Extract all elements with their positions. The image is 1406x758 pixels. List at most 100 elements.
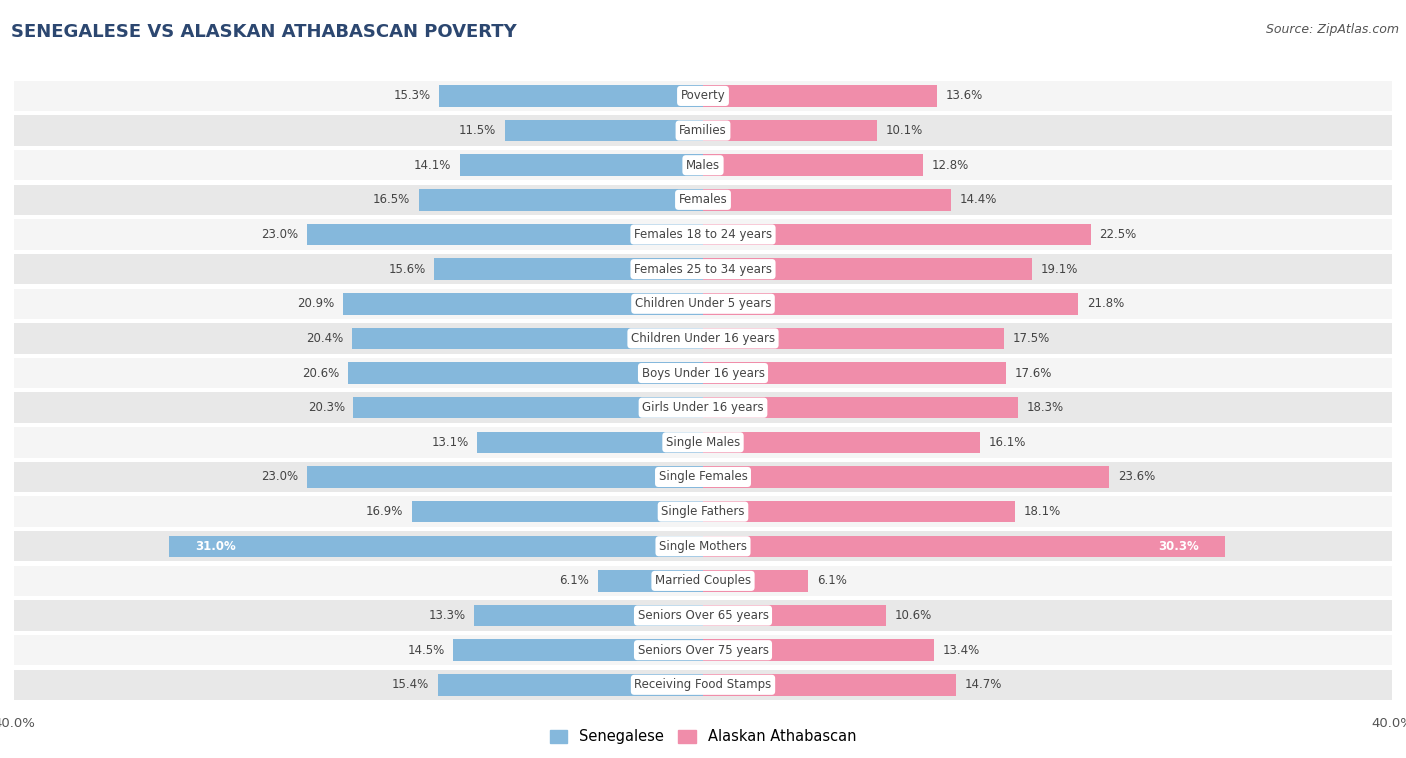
Bar — [703, 120, 877, 141]
Bar — [703, 501, 1015, 522]
Bar — [460, 155, 703, 176]
Bar — [14, 565, 1392, 596]
Text: Single Females: Single Females — [658, 471, 748, 484]
Bar — [14, 185, 1392, 215]
Text: Poverty: Poverty — [681, 89, 725, 102]
Text: Single Fathers: Single Fathers — [661, 505, 745, 518]
Bar — [703, 640, 934, 661]
Text: 11.5%: 11.5% — [460, 124, 496, 137]
Text: 13.6%: 13.6% — [946, 89, 983, 102]
Bar — [703, 224, 1091, 246]
Bar — [307, 224, 703, 246]
Text: Seniors Over 65 years: Seniors Over 65 years — [637, 609, 769, 622]
Bar — [412, 501, 703, 522]
Text: Source: ZipAtlas.com: Source: ZipAtlas.com — [1265, 23, 1399, 36]
Text: 10.1%: 10.1% — [886, 124, 922, 137]
Bar — [703, 189, 950, 211]
Bar — [14, 635, 1392, 666]
Text: Females 25 to 34 years: Females 25 to 34 years — [634, 262, 772, 276]
Text: 13.3%: 13.3% — [429, 609, 465, 622]
Bar — [352, 327, 703, 349]
Bar — [14, 496, 1392, 527]
Text: 15.3%: 15.3% — [394, 89, 430, 102]
Text: Males: Males — [686, 158, 720, 172]
Bar — [169, 535, 703, 557]
Bar — [14, 462, 1392, 492]
Text: Females: Females — [679, 193, 727, 206]
Bar — [703, 605, 886, 626]
Text: 15.6%: 15.6% — [388, 262, 426, 276]
Text: 23.6%: 23.6% — [1118, 471, 1156, 484]
Text: 17.6%: 17.6% — [1015, 367, 1052, 380]
Bar — [14, 150, 1392, 180]
Text: 18.1%: 18.1% — [1024, 505, 1060, 518]
Text: 13.4%: 13.4% — [942, 644, 980, 656]
Text: Married Couples: Married Couples — [655, 575, 751, 587]
Bar — [307, 466, 703, 487]
Bar — [703, 397, 1018, 418]
Text: 23.0%: 23.0% — [262, 228, 298, 241]
Bar — [14, 669, 1392, 700]
Bar — [14, 80, 1392, 111]
Text: Children Under 16 years: Children Under 16 years — [631, 332, 775, 345]
Text: 6.1%: 6.1% — [560, 575, 589, 587]
Text: Single Males: Single Males — [666, 436, 740, 449]
Bar — [703, 431, 980, 453]
Text: 16.9%: 16.9% — [366, 505, 404, 518]
Text: 22.5%: 22.5% — [1099, 228, 1136, 241]
Bar — [14, 600, 1392, 631]
Bar — [703, 155, 924, 176]
Bar — [434, 258, 703, 280]
Text: Families: Families — [679, 124, 727, 137]
Text: 6.1%: 6.1% — [817, 575, 846, 587]
Text: 21.8%: 21.8% — [1087, 297, 1125, 310]
Legend: Senegalese, Alaskan Athabascan: Senegalese, Alaskan Athabascan — [544, 724, 862, 750]
Bar — [703, 85, 938, 107]
Text: 12.8%: 12.8% — [932, 158, 969, 172]
Bar — [14, 531, 1392, 562]
Bar — [353, 397, 703, 418]
Bar — [703, 466, 1109, 487]
Text: SENEGALESE VS ALASKAN ATHABASCAN POVERTY: SENEGALESE VS ALASKAN ATHABASCAN POVERTY — [11, 23, 517, 41]
Bar — [453, 640, 703, 661]
Bar — [349, 362, 703, 384]
Text: 23.0%: 23.0% — [262, 471, 298, 484]
Bar — [703, 327, 1004, 349]
Bar — [598, 570, 703, 592]
Text: 16.5%: 16.5% — [373, 193, 411, 206]
Text: 13.1%: 13.1% — [432, 436, 468, 449]
Bar — [703, 535, 1225, 557]
Bar — [14, 393, 1392, 423]
Text: Seniors Over 75 years: Seniors Over 75 years — [637, 644, 769, 656]
Text: 17.5%: 17.5% — [1012, 332, 1050, 345]
Bar — [14, 254, 1392, 284]
Bar — [437, 674, 703, 696]
Text: Single Mothers: Single Mothers — [659, 540, 747, 553]
Bar — [703, 362, 1007, 384]
Text: Girls Under 16 years: Girls Under 16 years — [643, 401, 763, 414]
Text: Boys Under 16 years: Boys Under 16 years — [641, 367, 765, 380]
Text: Receiving Food Stamps: Receiving Food Stamps — [634, 678, 772, 691]
Text: 30.3%: 30.3% — [1159, 540, 1199, 553]
Text: 10.6%: 10.6% — [894, 609, 931, 622]
Text: Children Under 5 years: Children Under 5 years — [634, 297, 772, 310]
Text: 20.3%: 20.3% — [308, 401, 344, 414]
Bar — [419, 189, 703, 211]
Bar — [478, 431, 703, 453]
Bar — [343, 293, 703, 315]
Text: 31.0%: 31.0% — [195, 540, 236, 553]
Bar — [703, 674, 956, 696]
Text: Females 18 to 24 years: Females 18 to 24 years — [634, 228, 772, 241]
Text: 16.1%: 16.1% — [988, 436, 1026, 449]
Text: 20.9%: 20.9% — [297, 297, 335, 310]
Bar — [474, 605, 703, 626]
Bar — [703, 293, 1078, 315]
Bar — [14, 427, 1392, 458]
Bar — [14, 323, 1392, 354]
Text: 14.4%: 14.4% — [960, 193, 997, 206]
Bar — [703, 258, 1032, 280]
Text: 19.1%: 19.1% — [1040, 262, 1078, 276]
Text: 15.4%: 15.4% — [392, 678, 429, 691]
Bar — [14, 115, 1392, 146]
Text: 14.1%: 14.1% — [415, 158, 451, 172]
